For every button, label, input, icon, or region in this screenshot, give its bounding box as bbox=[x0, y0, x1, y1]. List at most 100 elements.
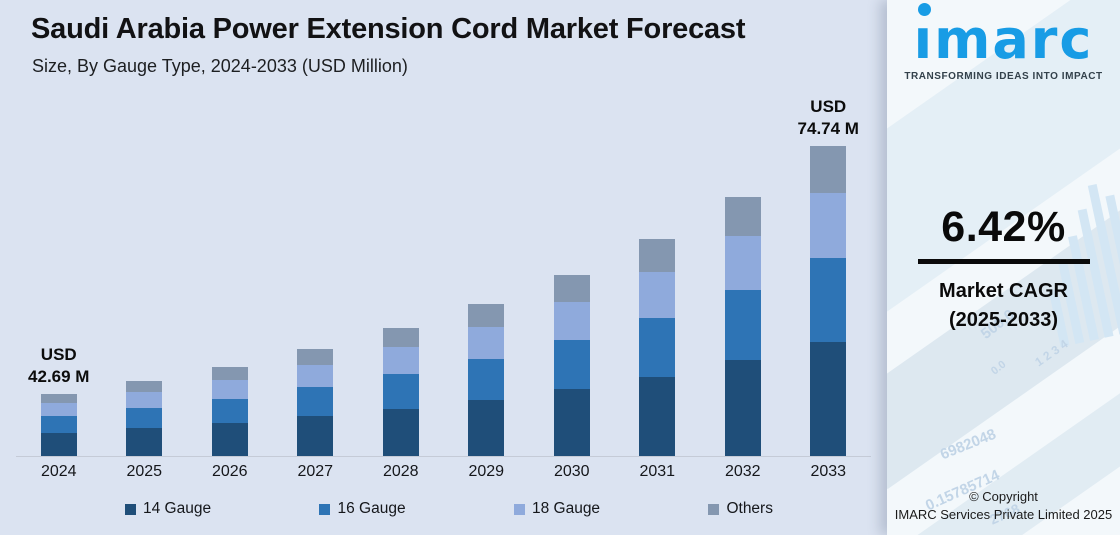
bar-segment-16-gauge bbox=[639, 318, 676, 377]
bar-segment-16-gauge bbox=[126, 408, 163, 428]
bar-segment-18-gauge bbox=[40, 403, 77, 416]
bars-area: USD 42.69 M USD 74.74 M bbox=[16, 0, 871, 456]
bar-segment-14-gauge bbox=[40, 433, 77, 456]
bar-segment-18-gauge bbox=[468, 327, 505, 359]
bar-segment-14-gauge bbox=[126, 428, 163, 456]
bar-segment-others bbox=[40, 394, 77, 403]
copyright-line2: IMARC Services Private Limited 2025 bbox=[894, 506, 1113, 522]
copyright: © Copyright IMARC Services Private Limit… bbox=[887, 488, 1120, 524]
branding-sidebar: 500.0 0.0 1 2 3 4 6982048 0.15785714 2768 ıma… bbox=[887, 0, 1120, 535]
bar-chart: USD 42.69 M USD 74.74 M 2024 2025 2026 2027 202… bbox=[16, 0, 871, 480]
bar-segment-18-gauge bbox=[724, 236, 761, 290]
bar-column-2031 bbox=[615, 0, 701, 456]
cagr-label-line2: (2025-2033) bbox=[949, 309, 1058, 331]
bar-stack-2032 bbox=[724, 197, 761, 456]
legend-item-16-gauge: 16 Gauge bbox=[319, 500, 406, 518]
x-axis-label-2028: 2028 bbox=[382, 463, 419, 480]
bar-column-2025 bbox=[102, 0, 188, 456]
bar-segment-18-gauge bbox=[553, 302, 590, 340]
bar-column-2033: USD 74.74 M bbox=[786, 0, 872, 456]
bar-segment-18-gauge bbox=[382, 347, 419, 374]
legend-swatch-icon bbox=[319, 503, 331, 515]
bar-segment-others bbox=[126, 381, 163, 392]
logo-dot-icon bbox=[917, 3, 931, 16]
bar-value-label-line: 42.69 M bbox=[28, 366, 90, 386]
bar-stack-2024 bbox=[40, 394, 77, 456]
bar-value-label-line: 74.74 M bbox=[797, 118, 859, 138]
bar-segment-14-gauge bbox=[810, 342, 847, 456]
bar-value-label-2033: USD 74.74 M bbox=[798, 96, 859, 140]
bar-column-2028 bbox=[358, 0, 444, 456]
x-axis-label-2025: 2025 bbox=[126, 463, 163, 480]
bar-column-2024: USD 42.69 M bbox=[16, 0, 102, 456]
bar-segment-16-gauge bbox=[553, 340, 590, 389]
logo-tagline: TRANSFORMING IDEAS INTO IMPACT bbox=[904, 70, 1103, 82]
x-axis-labels: 2024 2025 2026 2027 2028 2029 2030 2031 2032 2033 bbox=[16, 463, 871, 481]
imarc-logo: ımarc TRANSFORMING IDEAS INTO IMPACT bbox=[887, 3, 1120, 82]
bar-segment-18-gauge bbox=[810, 193, 847, 258]
x-axis-label-2030: 2030 bbox=[553, 463, 590, 480]
legend-item-others: Others bbox=[708, 500, 773, 518]
bar-segment-16-gauge bbox=[297, 387, 334, 416]
bar-value-label-line: USD bbox=[810, 96, 847, 116]
chart-subtitle: Size, By Gauge Type, 2024-2033 (USD Mill… bbox=[32, 56, 408, 76]
bar-segment-16-gauge bbox=[382, 374, 419, 409]
bar-segment-16-gauge bbox=[810, 258, 847, 342]
page-title: Saudi Arabia Power Extension Cord Market… bbox=[31, 13, 746, 45]
x-axis-label-2027: 2027 bbox=[297, 463, 334, 480]
cagr-value: 6.42% bbox=[941, 203, 1066, 251]
bar-segment-18-gauge bbox=[126, 392, 163, 408]
bar-segment-others bbox=[724, 197, 761, 236]
bar-stack-2026 bbox=[211, 367, 248, 456]
bar-segment-18-gauge bbox=[639, 272, 676, 318]
x-axis-label-2029: 2029 bbox=[468, 463, 505, 480]
legend-swatch-icon bbox=[125, 503, 136, 515]
legend-item-18-gauge: 18 Gauge bbox=[513, 500, 600, 518]
cagr-divider bbox=[917, 259, 1090, 264]
bar-segment-others bbox=[553, 275, 590, 302]
bar-segment-16-gauge bbox=[468, 359, 505, 400]
bar-segment-others bbox=[211, 367, 248, 380]
copyright-line1: © Copyright bbox=[969, 488, 1038, 504]
bar-column-2030 bbox=[529, 0, 615, 456]
bar-segment-14-gauge bbox=[468, 400, 505, 456]
bar-segment-14-gauge bbox=[553, 389, 590, 456]
cagr-label: Market CAGR (2025-2033) bbox=[887, 277, 1120, 335]
bar-segment-18-gauge bbox=[297, 365, 334, 387]
bar-segment-14-gauge bbox=[639, 377, 676, 456]
x-axis-label-2026: 2026 bbox=[211, 463, 248, 480]
x-axis-label-2024: 2024 bbox=[40, 463, 77, 480]
chart-legend: 14 Gauge 16 Gauge 18 Gauge Others bbox=[125, 500, 773, 518]
cagr-block: 6.42% Market CAGR (2025-2033) bbox=[887, 203, 1120, 335]
legend-swatch-icon bbox=[708, 503, 720, 515]
bar-stack-2028 bbox=[382, 328, 419, 456]
bar-segment-16-gauge bbox=[724, 290, 761, 360]
bar-segment-14-gauge bbox=[211, 423, 248, 456]
bar-segment-18-gauge bbox=[211, 380, 248, 399]
bar-column-2032 bbox=[700, 0, 786, 456]
x-axis-line bbox=[16, 456, 871, 457]
chart-panel: Saudi Arabia Power Extension Cord Market… bbox=[16, 0, 871, 518]
bar-segment-others bbox=[639, 239, 676, 272]
bar-segment-others bbox=[810, 146, 847, 193]
x-axis-label-2031: 2031 bbox=[639, 463, 676, 480]
bar-value-label-2024: USD 42.69 M bbox=[28, 344, 89, 388]
bar-segment-14-gauge bbox=[724, 360, 761, 456]
bar-segment-14-gauge bbox=[297, 416, 334, 456]
bar-stack-2031 bbox=[639, 239, 676, 456]
bar-segment-16-gauge bbox=[40, 416, 77, 433]
bar-stack-2025 bbox=[126, 381, 163, 456]
bar-segment-16-gauge bbox=[211, 399, 248, 423]
x-axis-label-2033: 2033 bbox=[810, 463, 847, 480]
bar-stack-2027 bbox=[297, 349, 334, 456]
bar-stack-2030 bbox=[553, 275, 590, 456]
bar-segment-others bbox=[468, 304, 505, 327]
bar-stack-2033 bbox=[810, 146, 847, 456]
bar-column-2027 bbox=[273, 0, 359, 456]
bar-stack-2029 bbox=[468, 304, 505, 456]
legend-item-14-gauge: 14 Gauge bbox=[125, 500, 211, 518]
imarc-wordmark: ımarc bbox=[914, 3, 1094, 69]
x-axis-label-2032: 2032 bbox=[724, 463, 761, 480]
legend-label: Others bbox=[726, 500, 773, 517]
